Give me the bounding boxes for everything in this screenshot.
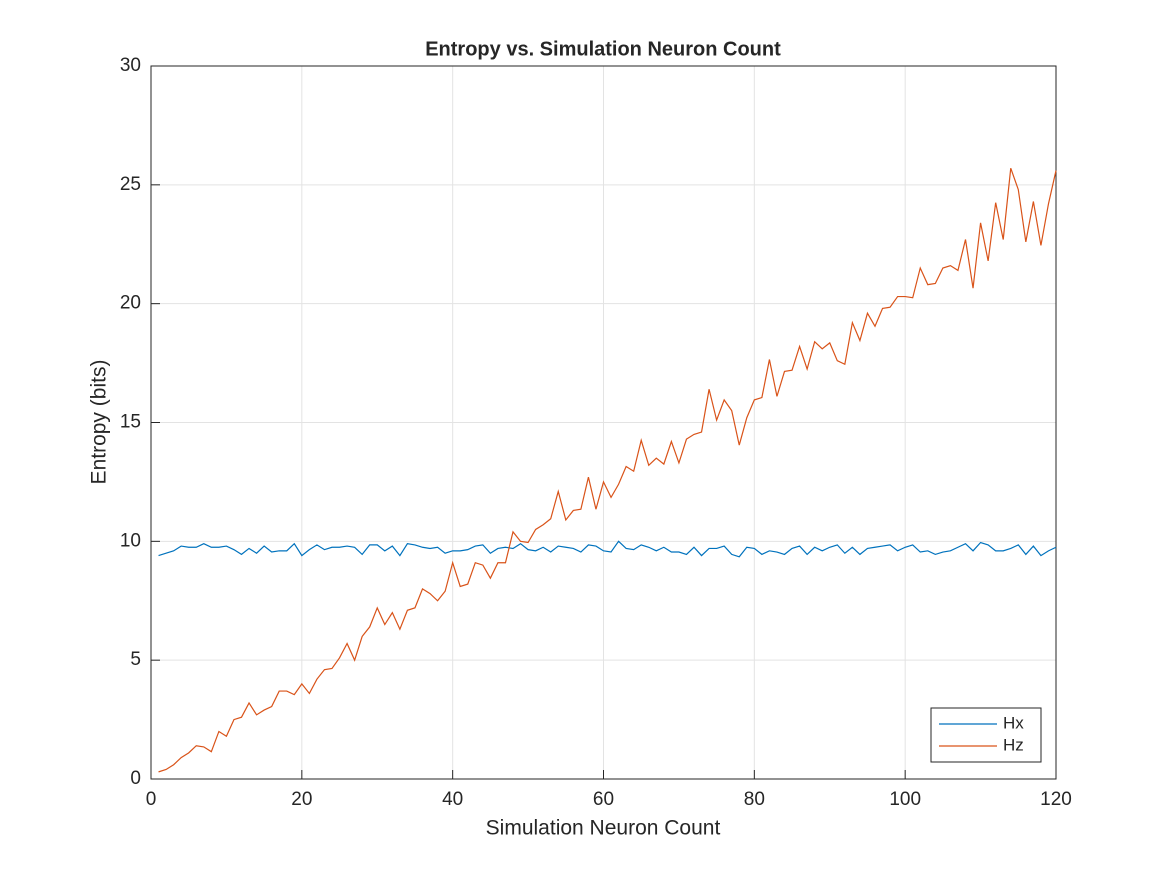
x-tick-label: 40	[442, 789, 463, 810]
y-tick-label: 15	[120, 412, 141, 433]
legend-label: Hx	[1003, 713, 1024, 732]
y-axis-label: Entropy (bits)	[88, 360, 111, 485]
x-tick-label: 20	[291, 789, 312, 810]
line-series	[158, 168, 1057, 773]
y-tick-label: 0	[130, 768, 141, 789]
y-tick-label: 25	[120, 174, 141, 195]
y-tick-label: 30	[120, 55, 141, 76]
chart-title: Entropy vs. Simulation Neuron Count	[425, 38, 781, 60]
x-tick-label: 80	[744, 789, 765, 810]
x-tick-label: 100	[889, 789, 921, 810]
x-tick-label: 120	[1040, 789, 1072, 810]
legend-box	[930, 707, 1042, 763]
line-series	[158, 540, 1057, 558]
x-tick-label: 0	[146, 789, 157, 810]
legend-label: Hz	[1003, 735, 1024, 754]
y-tick-label: 10	[120, 530, 141, 551]
plot-frame	[150, 65, 1057, 780]
y-tick-label: 5	[130, 649, 141, 670]
x-axis-label: Simulation Neuron Count	[486, 817, 721, 840]
y-tick-label: 20	[120, 293, 141, 314]
x-tick-label: 60	[593, 789, 614, 810]
